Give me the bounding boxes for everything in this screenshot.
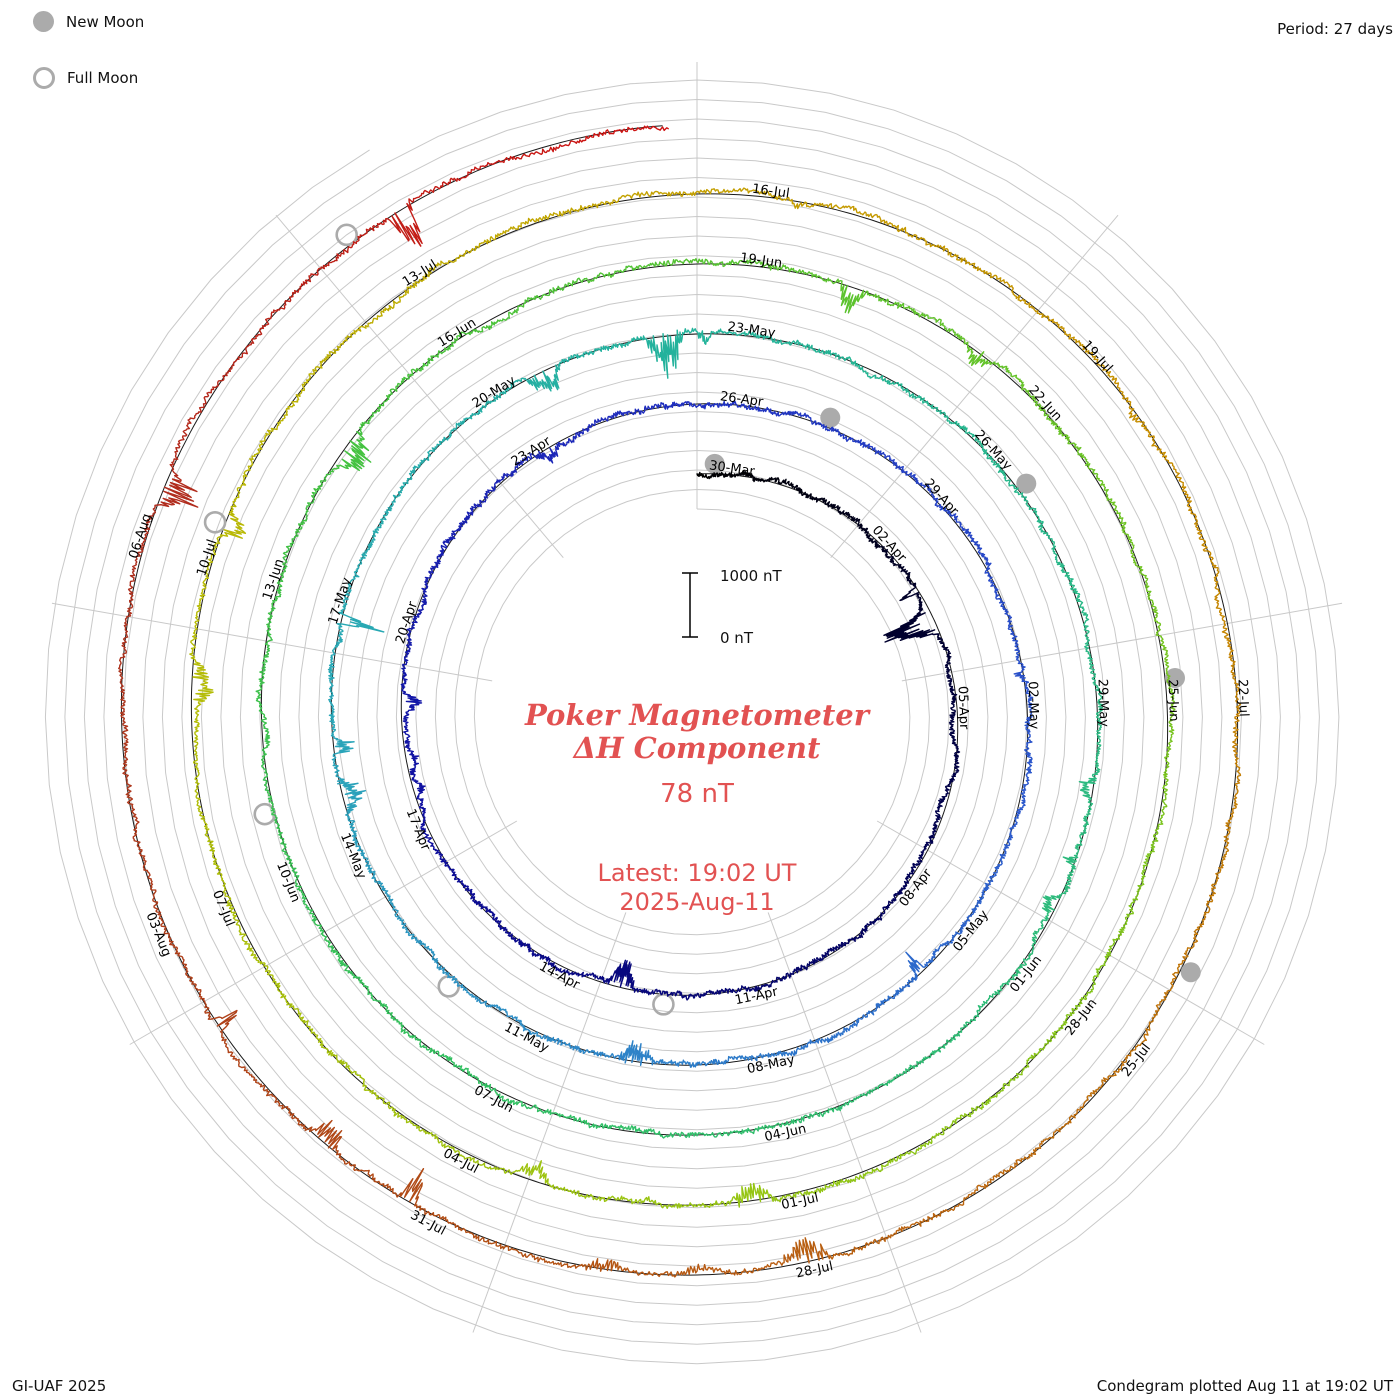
new-moon-marker [704,453,725,474]
legend-new-moon: New Moon [33,11,144,32]
date-label: 06-Aug [126,512,155,561]
date-label: 30-Mar [708,458,756,479]
date-label: 22-Jul [1235,679,1251,717]
latest-date: 2025-Aug-11 [619,888,775,916]
date-label: 28-Jul [795,1259,835,1282]
date-label: 26-May [971,428,1015,474]
chart-title-line2: ΔH Component [573,731,821,765]
legend-full-moon: Full Moon [33,67,138,89]
grid-spoke [51,602,493,682]
date-label: 10-Jul [194,538,220,578]
date-label: 11-Apr [734,984,780,1008]
date-label: 23-May [727,320,777,342]
full-moon-icon [33,67,55,89]
date-label: 05-Apr [955,686,972,731]
date-label: 08-May [746,1052,796,1077]
full-moon-marker [253,802,277,826]
full-moon-marker [335,223,358,247]
latest-time: Latest: 19:02 UT [597,859,797,887]
grid-spoke [876,820,1265,1045]
scale-bar-zero-label: 0 nT [720,629,754,647]
date-label: 01-Jul [780,1191,820,1214]
date-label: 04-Jun [763,1122,807,1145]
full-moon-marker [652,993,675,1016]
date-label: 13-Jul [400,257,440,290]
date-label: 19-Jun [739,251,783,272]
new-moon-icon [33,11,54,32]
period-label: Period: 27 days [1277,20,1393,38]
scale-bar-max-label: 1000 nT [720,567,782,585]
date-label: 02-May [1025,681,1042,730]
date-label: 22-Jun [1025,383,1064,424]
date-label: 19-Jul [1079,338,1115,376]
grid-spoke [830,214,1119,558]
new-moon-marker [1180,962,1201,983]
full-moon-marker [203,510,227,534]
current-value: 78 nT [660,779,734,809]
plotted-timestamp: Condegram plotted Aug 11 at 19:02 UT [1096,1377,1393,1395]
new-moon-label: New Moon [66,12,145,31]
grid-spoke [275,214,564,558]
date-label: 14-Apr [537,959,583,993]
date-label: 25-Jun [1165,679,1181,722]
grid-spoke [901,602,1343,682]
grid-spoke [472,912,627,1333]
date-label: 13-Jun [260,557,287,602]
credit-label: GI-UAF 2025 [12,1377,107,1395]
date-label: 26-Apr [719,389,765,410]
grid-spoke [129,820,518,1045]
scale-bar [682,572,698,638]
chart-title-line1: Poker Magnetometer [525,698,869,732]
center-annotation: Poker Magnetometer ΔH Component 78 nT La… [525,699,869,917]
new-moon-marker [820,407,841,428]
grid-spiral [44,79,1340,1365]
new-moon-marker [1016,473,1037,494]
latest-block: Latest: 19:02 UT 2025-Aug-11 [525,859,869,917]
grid-spoke [767,912,922,1333]
magnetometer-trace [117,125,1242,1278]
date-label: 16-Jul [751,182,790,202]
date-label: 29-May [1094,679,1111,728]
full-moon-label: Full Moon [67,69,139,87]
